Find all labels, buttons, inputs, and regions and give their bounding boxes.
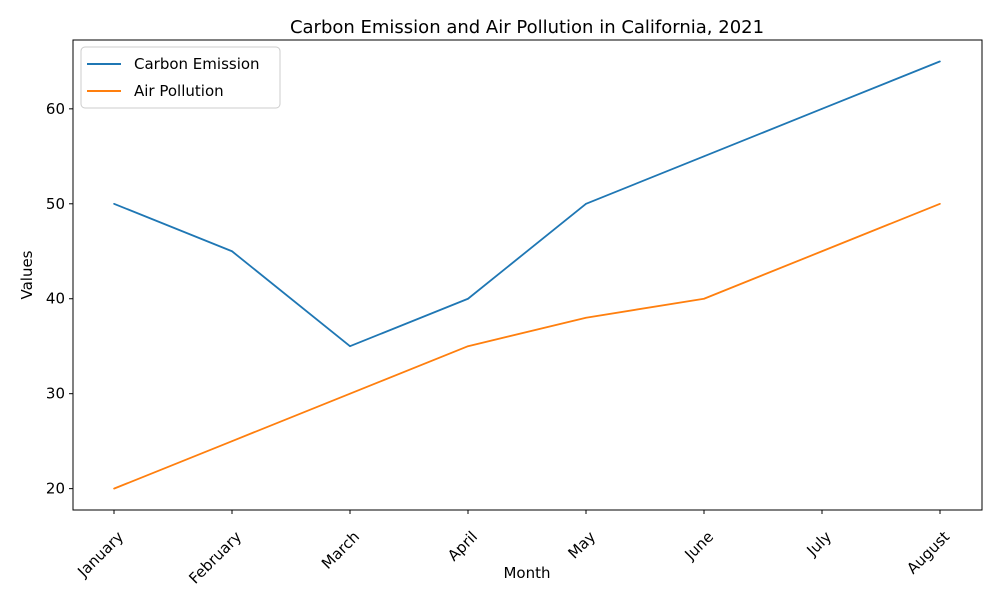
data-point-carbon-emission — [939, 60, 941, 63]
y-tick-label: 50 — [46, 195, 65, 213]
x-tick-label-august: August — [903, 528, 953, 578]
series-line-carbon-emission — [113, 60, 941, 348]
data-point-air-pollution — [467, 345, 469, 348]
legend-label-carbon-emission: Carbon Emission — [134, 55, 260, 73]
data-point-carbon-emission — [585, 202, 587, 205]
y-tick-label: 20 — [46, 480, 65, 498]
plot-frame — [72, 39, 983, 511]
data-point-air-pollution — [703, 297, 705, 300]
x-tick-label-july: July — [803, 528, 836, 561]
y-tick-label: 40 — [46, 290, 65, 308]
series-line-air-pollution — [113, 202, 941, 490]
series-lines — [113, 60, 941, 490]
x-tick-label-april: April — [444, 528, 481, 565]
data-point-carbon-emission — [821, 108, 823, 110]
data-point-carbon-emission — [231, 250, 233, 253]
y-tick-label: 30 — [46, 385, 65, 403]
legend-box — [80, 46, 281, 109]
data-point-carbon-emission — [349, 345, 351, 348]
plot-area: 20 30 40 50 60 January February March April May J… — [46, 39, 983, 588]
legend: Carbon Emission Air Pollution — [80, 46, 281, 109]
x-tick-label-march: March — [318, 528, 363, 573]
data-point-carbon-emission — [467, 297, 469, 300]
y-axis-label: Values — [18, 250, 36, 299]
y-axis: 20 30 40 50 60 — [46, 100, 73, 498]
chart-title: Carbon Emission and Air Pollution in Cal… — [290, 17, 764, 38]
x-axis-label: Month — [503, 564, 550, 582]
data-point-air-pollution — [821, 250, 823, 253]
x-tick-label-june: June — [681, 528, 718, 565]
y-tick-label: 60 — [46, 100, 65, 118]
data-point-carbon-emission — [703, 155, 705, 158]
data-point-air-pollution — [231, 440, 233, 442]
x-tick-label-january: January — [73, 528, 127, 582]
data-point-air-pollution — [939, 202, 941, 205]
x-tick-label-may: May — [564, 528, 599, 563]
data-point-air-pollution — [113, 487, 115, 490]
data-point-air-pollution — [349, 392, 351, 395]
data-point-carbon-emission — [113, 202, 115, 205]
data-point-air-pollution — [585, 316, 587, 319]
legend-label-air-pollution: Air Pollution — [134, 82, 224, 100]
x-tick-label-february: February — [185, 528, 245, 588]
